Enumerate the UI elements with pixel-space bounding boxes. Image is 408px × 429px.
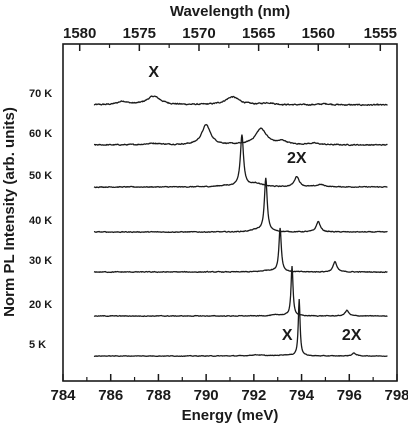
series-label: 60 K	[29, 128, 52, 140]
x2-tick-label: 1570	[182, 25, 215, 42]
x2-tick-label: 1560	[302, 25, 335, 42]
x-tick-label: 798	[384, 387, 408, 404]
x-axis-ticks: 784 786 788 790 792 794 796 798	[50, 374, 408, 404]
y-axis-title: Norm PL Intensity (arb. units)	[1, 107, 18, 317]
series-label: 30 K	[29, 255, 52, 267]
peak-annotation: 2X	[342, 327, 362, 344]
x2-tick-label: 1555	[364, 25, 397, 42]
series-line-70k	[93, 95, 388, 107]
series-label: 20 K	[29, 299, 52, 311]
x-tick-label: 790	[194, 387, 219, 404]
series-line-30k	[93, 227, 388, 274]
series-label: 50 K	[29, 170, 52, 182]
series-label: 70 K	[29, 88, 52, 100]
temperature-labels: 70 K 60 K 50 K 40 K 30 K 20 K 5 K	[29, 88, 52, 351]
series-label: 40 K	[29, 215, 52, 227]
peak-annotation: 2X	[287, 150, 307, 167]
x2-axis-ticks: 1580 1575 1570 1565 1560 1555	[63, 25, 397, 51]
series-line-40k	[93, 177, 388, 234]
x-tick-label: 792	[241, 387, 266, 404]
series-line-20k	[93, 265, 388, 318]
series-line-5k	[93, 298, 388, 358]
x-tick-label: 794	[289, 387, 315, 404]
peak-annotation: X	[148, 64, 159, 81]
peak-annotation: X	[282, 327, 293, 344]
x2-tick-label: 1580	[63, 25, 96, 42]
x2-tick-label: 1575	[123, 25, 156, 42]
series-label: 5 K	[29, 339, 46, 351]
series-line-50k	[93, 134, 388, 189]
x2-tick-label: 1565	[242, 25, 275, 42]
x-tick-label: 796	[337, 387, 362, 404]
x-axis-title: Energy (meV)	[182, 407, 279, 424]
x-tick-label: 786	[98, 387, 123, 404]
spectra-traces	[93, 95, 388, 358]
x-tick-label: 788	[146, 387, 171, 404]
x-tick-label: 784	[50, 387, 76, 404]
peak-annotations: X 2X X 2X	[148, 64, 361, 344]
x2-axis-title: Wavelength (nm)	[170, 3, 290, 20]
